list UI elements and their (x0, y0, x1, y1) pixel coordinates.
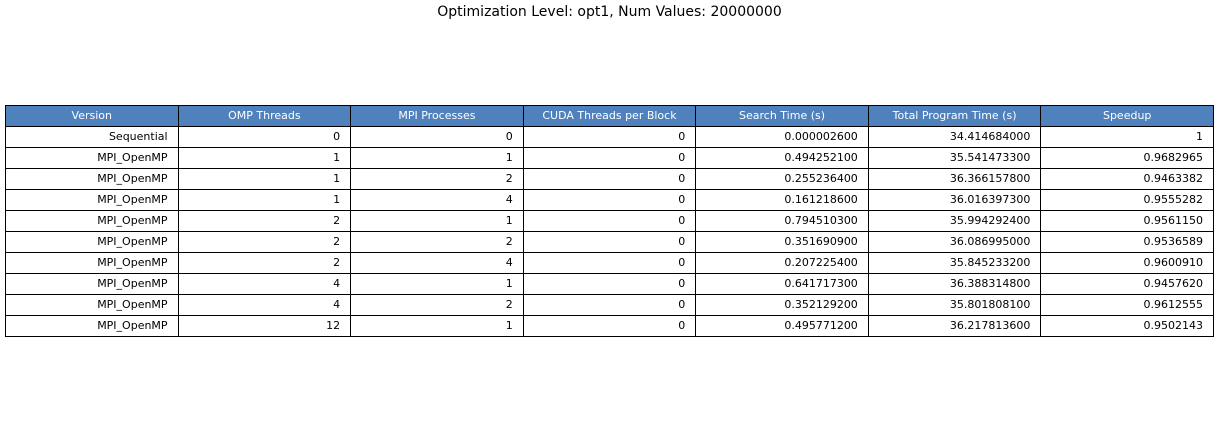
mpi-processes-cell: 4 (350, 189, 524, 211)
search-time-cell: 0.000002600 (695, 126, 869, 148)
mpi-processes-cell: 2 (350, 168, 524, 190)
speedup-cell: 0.9682965 (1040, 147, 1214, 169)
table-row: MPI_OpenMP 1 2 0 0.255236400 36.366157800 0.94… (5, 168, 1214, 190)
speedup-cell: 1 (1040, 126, 1214, 148)
search-time-cell: 0.207225400 (695, 252, 869, 274)
speedup-cell: 0.9555282 (1040, 189, 1214, 211)
table-row: MPI_OpenMP 12 1 0 0.495771200 36.217813600 0.9… (5, 315, 1214, 337)
omp-threads-cell: 4 (177, 273, 352, 295)
total-program-time-cell: 36.366157800 (867, 168, 1042, 190)
mpi-processes-cell: 0 (350, 126, 524, 148)
mpi-processes-cell: 2 (350, 294, 524, 316)
cuda-threads-cell: 0 (522, 168, 697, 190)
search-time-cell: 0.494252100 (695, 147, 869, 169)
omp-threads-cell: 1 (177, 168, 352, 190)
search-time-cell: 0.161218600 (695, 189, 869, 211)
omp-threads-cell: 0 (177, 126, 352, 148)
cuda-threads-cell: 0 (522, 147, 697, 169)
search-time-cell: 0.641717300 (695, 273, 869, 295)
column-header-version: Version (5, 105, 179, 127)
total-program-time-cell: 36.217813600 (867, 315, 1042, 337)
search-time-cell: 0.794510300 (695, 210, 869, 232)
table-row: MPI_OpenMP 4 2 0 0.352129200 35.801808100 0.96… (5, 294, 1214, 316)
total-program-time-cell: 36.016397300 (867, 189, 1042, 211)
mpi-processes-cell: 1 (350, 147, 524, 169)
mpi-processes-cell: 1 (350, 315, 524, 337)
version-cell: MPI_OpenMP (5, 231, 179, 253)
speedup-cell: 0.9502143 (1040, 315, 1214, 337)
column-header-omp-threads: OMP Threads (177, 105, 352, 127)
total-program-time-cell: 35.801808100 (867, 294, 1042, 316)
speedup-cell: 0.9561150 (1040, 210, 1214, 232)
version-cell: MPI_OpenMP (5, 252, 179, 274)
search-time-cell: 0.495771200 (695, 315, 869, 337)
speedup-cell: 0.9600910 (1040, 252, 1214, 274)
version-cell: MPI_OpenMP (5, 210, 179, 232)
omp-threads-cell: 12 (177, 315, 352, 337)
total-program-time-cell: 36.388314800 (867, 273, 1042, 295)
total-program-time-cell: 36.086995000 (867, 231, 1042, 253)
mpi-processes-cell: 1 (350, 273, 524, 295)
column-header-speedup: Speedup (1040, 105, 1214, 127)
total-program-time-cell: 34.414684000 (867, 126, 1042, 148)
table-row: MPI_OpenMP 1 4 0 0.161218600 36.016397300 0.95… (5, 189, 1214, 211)
speedup-cell: 0.9612555 (1040, 294, 1214, 316)
cuda-threads-cell: 0 (522, 189, 697, 211)
speedup-cell: 0.9463382 (1040, 168, 1214, 190)
omp-threads-cell: 1 (177, 189, 352, 211)
results-table: Version OMP Threads MPI Processes CUDA T… (5, 105, 1214, 337)
search-time-cell: 0.351690900 (695, 231, 869, 253)
version-cell: MPI_OpenMP (5, 294, 179, 316)
table-row: MPI_OpenMP 4 1 0 0.641717300 36.388314800 0.94… (5, 273, 1214, 295)
cuda-threads-cell: 0 (522, 231, 697, 253)
table-body: Sequential 0 0 0 0.000002600 34.414684000 1 MPI… (5, 126, 1214, 337)
total-program-time-cell: 35.845233200 (867, 252, 1042, 274)
table-row: MPI_OpenMP 2 1 0 0.794510300 35.994292400 0.95… (5, 210, 1214, 232)
search-time-cell: 0.255236400 (695, 168, 869, 190)
table-row: MPI_OpenMP 1 1 0 0.494252100 35.541473300 0.96… (5, 147, 1214, 169)
version-cell: MPI_OpenMP (5, 147, 179, 169)
total-program-time-cell: 35.994292400 (867, 210, 1042, 232)
total-program-time-cell: 35.541473300 (867, 147, 1042, 169)
table-row: MPI_OpenMP 2 2 0 0.351690900 36.086995000 0.95… (5, 231, 1214, 253)
version-cell: MPI_OpenMP (5, 273, 179, 295)
column-header-mpi-processes: MPI Processes (350, 105, 524, 127)
version-cell: MPI_OpenMP (5, 189, 179, 211)
cuda-threads-cell: 0 (522, 126, 697, 148)
omp-threads-cell: 2 (177, 231, 352, 253)
cuda-threads-cell: 0 (522, 294, 697, 316)
cuda-threads-cell: 0 (522, 315, 697, 337)
cuda-threads-cell: 0 (522, 252, 697, 274)
table-header-row: Version OMP Threads MPI Processes CUDA T… (5, 105, 1214, 127)
search-time-cell: 0.352129200 (695, 294, 869, 316)
column-header-cuda-threads-per-block: CUDA Threads per Block (522, 105, 697, 127)
version-cell: MPI_OpenMP (5, 315, 179, 337)
table-row: MPI_OpenMP 2 4 0 0.207225400 35.845233200 0.96… (5, 252, 1214, 274)
speedup-cell: 0.9457620 (1040, 273, 1214, 295)
version-cell: Sequential (5, 126, 179, 148)
omp-threads-cell: 2 (177, 252, 352, 274)
table-row: Sequential 0 0 0 0.000002600 34.414684000 1 (5, 126, 1214, 148)
mpi-processes-cell: 4 (350, 252, 524, 274)
version-cell: MPI_OpenMP (5, 168, 179, 190)
chart-title: Optimization Level: opt1, Num Values: 20… (437, 4, 782, 20)
cuda-threads-cell: 0 (522, 273, 697, 295)
mpi-processes-cell: 2 (350, 231, 524, 253)
speedup-cell: 0.9536589 (1040, 231, 1214, 253)
mpi-processes-cell: 1 (350, 210, 524, 232)
column-header-total-program-time: Total Program Time (s) (867, 105, 1042, 127)
omp-threads-cell: 4 (177, 294, 352, 316)
omp-threads-cell: 1 (177, 147, 352, 169)
cuda-threads-cell: 0 (522, 210, 697, 232)
column-header-search-time: Search Time (s) (695, 105, 869, 127)
omp-threads-cell: 2 (177, 210, 352, 232)
